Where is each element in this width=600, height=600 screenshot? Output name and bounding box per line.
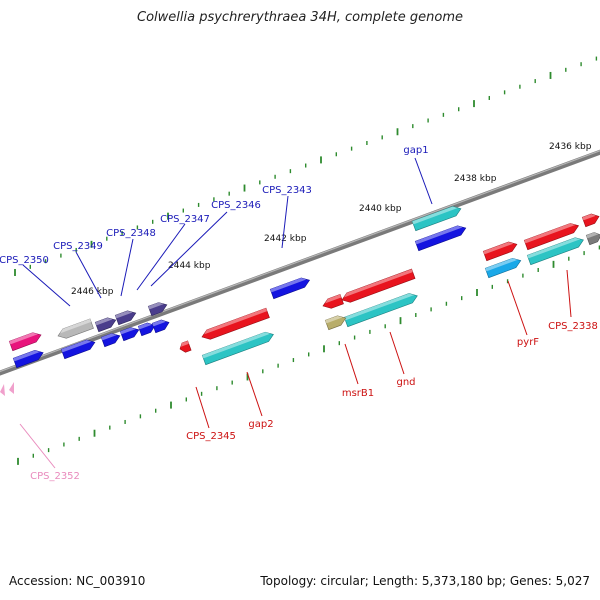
gene-label-cps-2338: CPS_2338: [548, 321, 598, 332]
gene-features: [0, 206, 600, 396]
gene-cps2343: [269, 277, 311, 300]
scale-label: 2442 kbp: [264, 234, 307, 244]
gene-label-cps-2345: CPS_2345: [186, 431, 236, 442]
leader-line: [19, 423, 56, 469]
leader-line: [344, 343, 359, 385]
genome-backbone: [0, 149, 600, 376]
scale-label: 2446 kbp: [71, 287, 114, 297]
leader-line: [414, 157, 433, 205]
gene-cps2346-purple: [147, 302, 168, 317]
gene-blue-b: [119, 327, 140, 342]
gene-msrb1: [322, 294, 344, 309]
gene-small-red: [179, 340, 192, 353]
gene-label-cps-2346: CPS_2346: [211, 200, 261, 211]
gene-cps2338: [526, 237, 584, 266]
leader-line: [22, 264, 71, 307]
gene-cps2348-purple: [94, 317, 117, 333]
gene-label-pyrf: pyrF: [517, 337, 539, 348]
leader-line: [246, 371, 263, 417]
gene-cps2348-blue: [100, 333, 121, 348]
leader-line: [150, 211, 228, 287]
gene-pyrf: [484, 257, 522, 279]
pseudo-marker: [9, 382, 14, 394]
scale-label: 2444 kbp: [168, 261, 211, 271]
leader-line: [75, 251, 102, 299]
gene-label-cps-2348: CPS_2348: [106, 228, 156, 239]
page-title: Colwellia psychrerythraea 34H, complete …: [137, 10, 463, 25]
gene-blue-d: [151, 319, 170, 334]
backbone-line: [0, 149, 600, 376]
gene-red-c: [581, 213, 600, 228]
gene-cps2349-blue: [60, 339, 96, 360]
topology-text: Topology: circular; Length: 5,373,180 bp…: [260, 574, 590, 588]
leader-line: [195, 386, 210, 429]
gene-gray: [57, 318, 94, 339]
gene-label-cps-2349: CPS_2349: [53, 241, 103, 252]
gene-olive: [324, 315, 347, 331]
gene-label-cps-2343: CPS_2343: [262, 185, 312, 196]
gene-labels: gap1CPS_2343CPS_2346CPS_2347CPS_2348CPS_…: [0, 145, 598, 482]
gene-label-cps-2347: CPS_2347: [160, 214, 210, 225]
label-leaders: [19, 157, 572, 469]
accession-text: Accession: NC_003910: [9, 574, 146, 588]
gene-gnd-red: [341, 268, 416, 303]
leader-line: [281, 195, 289, 249]
gene-label-cps-2350: CPS_2350: [0, 255, 49, 266]
backbone-highlight: [0, 150, 600, 373]
gene-label-msrb1: msrB1: [342, 388, 374, 399]
scale-ticks: 2436 kbp 2438 kbp 2440 kbp 2442 kbp 2444 kbp…: [14, 56, 600, 465]
gene-label-cps-2352: CPS_2352: [30, 471, 80, 482]
gene-cps2347-purple: [114, 310, 137, 326]
leader-line: [136, 223, 186, 291]
gene-cps2350-blue: [12, 350, 44, 369]
gene-label-gap2: gap2: [248, 419, 273, 430]
gene-gray-edge: [585, 232, 600, 246]
scale-label: 2440 kbp: [359, 204, 402, 214]
gene-label-gnd: gnd: [396, 377, 415, 388]
scale-label: 2438 kbp: [454, 174, 497, 184]
leader-line: [566, 269, 572, 318]
gene-red-b: [523, 223, 580, 251]
gene-gap1-cyan: [411, 206, 462, 232]
gene-cps2345: [201, 307, 270, 340]
gene-gap2: [201, 331, 274, 366]
gene-gap1-blue: [414, 225, 467, 252]
leader-line: [120, 238, 134, 297]
gene-magenta: [8, 332, 42, 352]
pseudo-marker: [0, 384, 5, 396]
leader-line: [507, 280, 528, 336]
gene-red-a: [482, 241, 518, 262]
gene-blue-c: [137, 322, 156, 337]
gene-label-gap1: gap1: [403, 145, 428, 156]
leader-line: [389, 331, 405, 375]
scale-label: 2436 kbp: [549, 142, 592, 152]
gene-gnd-cyan: [343, 293, 418, 328]
